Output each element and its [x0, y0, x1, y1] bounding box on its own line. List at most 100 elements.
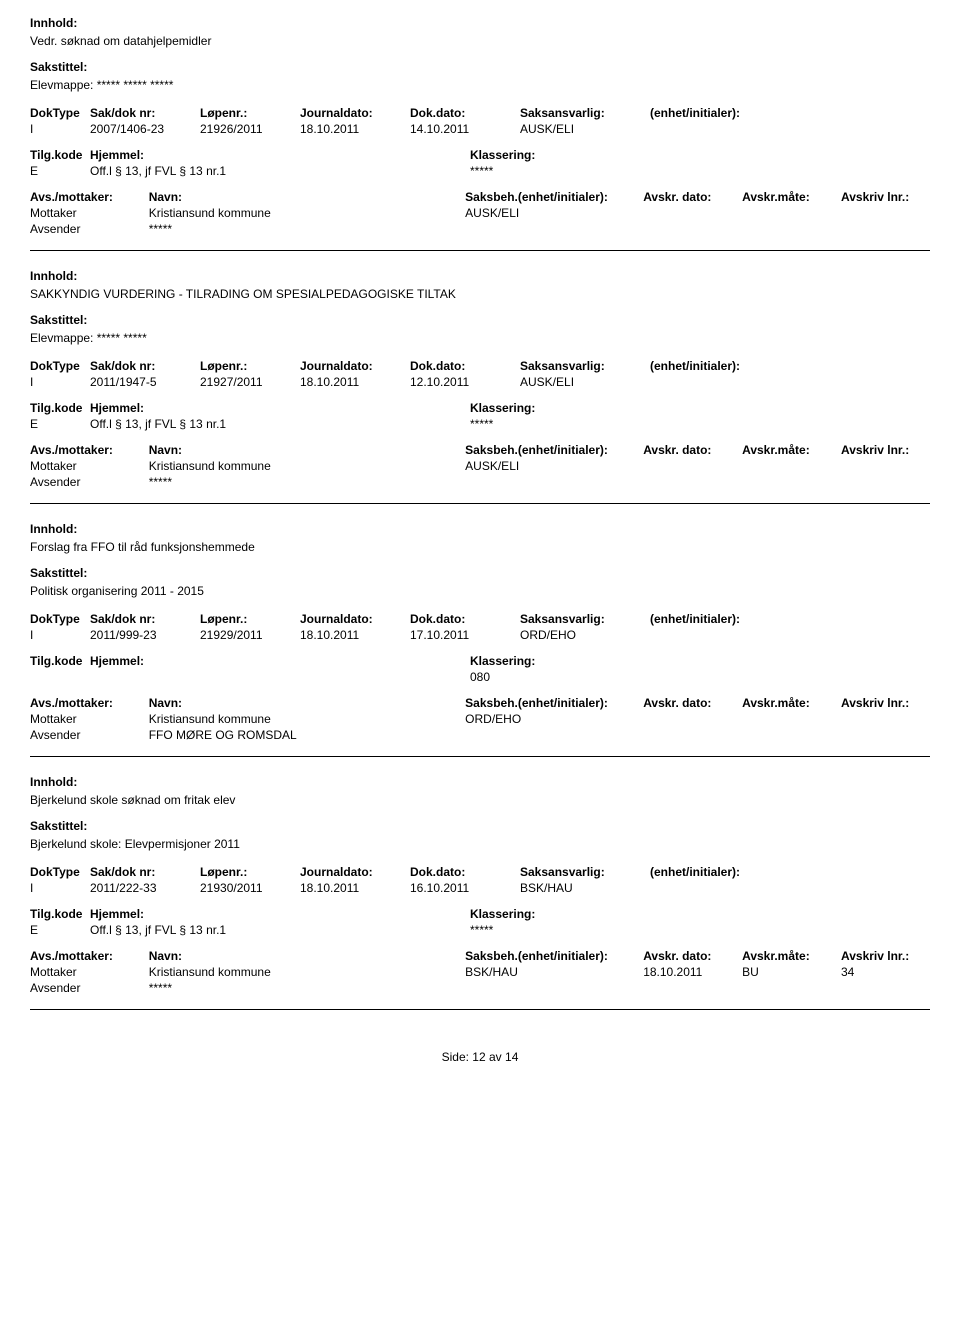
avskrmate-header: Avskr.måte:: [742, 696, 841, 710]
mottaker-navn: Kristiansund kommune: [149, 459, 465, 473]
jdato-header: Journaldato:: [300, 106, 410, 120]
saksansv-value: AUSK/ELI: [520, 375, 650, 389]
navn-header: Navn:: [149, 696, 465, 710]
lopenr-value: 21927/2011: [200, 375, 300, 389]
avsender-row: Avsender *****: [30, 222, 930, 236]
dokdato-value: 12.10.2011: [410, 375, 520, 389]
avskrmate-header: Avskr.måte:: [742, 949, 841, 963]
hjemmel-value: Off.l § 13, jf FVL § 13 nr.1: [90, 417, 470, 431]
klassering-header: Klassering:: [470, 401, 535, 415]
avskrdato-header: Avskr. dato:: [643, 443, 742, 457]
klassering-header: Klassering:: [470, 148, 535, 162]
jdato-header: Journaldato:: [300, 865, 410, 879]
jdato-header: Journaldato:: [300, 612, 410, 626]
sakdok-header: Sak/dok nr:: [90, 106, 200, 120]
row-values: I 2007/1406-23 21926/2011 18.10.2011 14.…: [30, 122, 930, 136]
avsmottaker-header: Avs./mottaker:: [30, 190, 149, 204]
row-headers: DokType Sak/dok nr: Løpenr.: Journaldato…: [30, 106, 930, 120]
lopenr-header: Løpenr.:: [200, 865, 300, 879]
mottaker-row: Mottaker Kristiansund kommune AUSK/ELI: [30, 459, 930, 473]
navn-header: Navn:: [149, 443, 465, 457]
jdato-value: 18.10.2011: [300, 628, 410, 642]
saksansv-value: AUSK/ELI: [520, 122, 650, 136]
avs-header-row: Avs./mottaker: Navn: Saksbeh.(enhet/init…: [30, 443, 930, 457]
tilg-values-row: E Off.l § 13, jf FVL § 13 nr.1 *****: [30, 923, 930, 937]
mottaker-label: Mottaker: [30, 206, 149, 220]
avskrmate-value: [742, 206, 841, 220]
avskrivlnr-value: [841, 206, 930, 220]
avsmottaker-header: Avs./mottaker:: [30, 443, 149, 457]
sakstittel-text: Bjerkelund skole: Elevpermisjoner 2011: [30, 837, 930, 851]
navn-header: Navn:: [149, 190, 465, 204]
avsmottaker-header: Avs./mottaker:: [30, 949, 149, 963]
avskrmate-value: BU: [742, 965, 841, 979]
klassering-value: *****: [470, 164, 493, 178]
sakdok-value: 2011/1947-5: [90, 375, 200, 389]
mottaker-navn: Kristiansund kommune: [149, 206, 465, 220]
side-label: Side:: [442, 1050, 469, 1064]
doktype-value: I: [30, 122, 90, 136]
record: Innhold: Forslag fra FFO til råd funksjo…: [30, 522, 930, 757]
saksbeh-value: AUSK/ELI: [465, 459, 643, 473]
saksansv-value: ORD/EHO: [520, 628, 650, 642]
avsender-label: Avsender: [30, 475, 149, 489]
avsender-navn: *****: [149, 222, 465, 236]
hjemmel-header: Hjemmel:: [90, 654, 470, 668]
tilgkode-value: [30, 670, 90, 684]
tilg-header-row: Tilg.kode Hjemmel: Klassering:: [30, 148, 930, 162]
saksbeh-value: ORD/EHO: [465, 712, 643, 726]
hjemmel-value: Off.l § 13, jf FVL § 13 nr.1: [90, 164, 470, 178]
innhold-label: Innhold:: [30, 16, 930, 30]
avskrivlnr-value: [841, 459, 930, 473]
innhold-label: Innhold:: [30, 269, 930, 283]
row-headers: DokType Sak/dok nr: Løpenr.: Journaldato…: [30, 359, 930, 373]
tilgkode-header: Tilg.kode: [30, 148, 90, 162]
dokdato-header: Dok.dato:: [410, 612, 520, 626]
avsender-row: Avsender *****: [30, 475, 930, 489]
saksansv-header: Saksansvarlig:: [520, 865, 650, 879]
row-values: I 2011/222-33 21930/2011 18.10.2011 16.1…: [30, 881, 930, 895]
saksbeh-header: Saksbeh.(enhet/initialer):: [465, 443, 643, 457]
saksansv-header: Saksansvarlig:: [520, 359, 650, 373]
doktype-value: I: [30, 375, 90, 389]
innhold-text: Forslag fra FFO til råd funksjonshemmede: [30, 540, 930, 554]
saksansv-header: Saksansvarlig:: [520, 106, 650, 120]
tilgkode-header: Tilg.kode: [30, 401, 90, 415]
innhold-label: Innhold:: [30, 522, 930, 536]
avskrmate-value: [742, 712, 841, 726]
sakstittel-text: Elevmappe: ***** ***** *****: [30, 78, 930, 92]
enhet-header: (enhet/initialer):: [650, 612, 810, 626]
lopenr-value: 21929/2011: [200, 628, 300, 642]
avsender-label: Avsender: [30, 222, 149, 236]
sakstittel-label: Sakstittel:: [30, 566, 930, 580]
avskrivlnr-header: Avskriv lnr.:: [841, 443, 930, 457]
tilgkode-value: E: [30, 923, 90, 937]
lopenr-value: 21930/2011: [200, 881, 300, 895]
lopenr-header: Løpenr.:: [200, 359, 300, 373]
klassering-value: 080: [470, 670, 490, 684]
enhet-value: [650, 375, 810, 389]
tilgkode-header: Tilg.kode: [30, 654, 90, 668]
page-of-label: av: [489, 1050, 502, 1064]
avskrdato-value: 18.10.2011: [643, 965, 742, 979]
avsender-label: Avsender: [30, 728, 149, 742]
innhold-label: Innhold:: [30, 775, 930, 789]
avskrdato-value: [643, 459, 742, 473]
doktype-header: DokType: [30, 359, 90, 373]
tilg-values-row: 080: [30, 670, 930, 684]
record: Innhold: Bjerkelund skole søknad om frit…: [30, 775, 930, 1010]
avsender-row: Avsender FFO MØRE OG ROMSDAL: [30, 728, 930, 742]
tilgkode-value: E: [30, 164, 90, 178]
row-headers: DokType Sak/dok nr: Løpenr.: Journaldato…: [30, 865, 930, 879]
avsmottaker-header: Avs./mottaker:: [30, 696, 149, 710]
avsender-label: Avsender: [30, 981, 149, 995]
page-footer: Side: 12 av 14: [30, 1050, 930, 1064]
sakdok-value: 2011/222-33: [90, 881, 200, 895]
avskrivlnr-header: Avskriv lnr.:: [841, 949, 930, 963]
saksansv-value: BSK/HAU: [520, 881, 650, 895]
mottaker-row: Mottaker Kristiansund kommune BSK/HAU 18…: [30, 965, 930, 979]
avsender-row: Avsender *****: [30, 981, 930, 995]
avskrdato-value: [643, 206, 742, 220]
enhet-value: [650, 122, 810, 136]
doktype-header: DokType: [30, 612, 90, 626]
